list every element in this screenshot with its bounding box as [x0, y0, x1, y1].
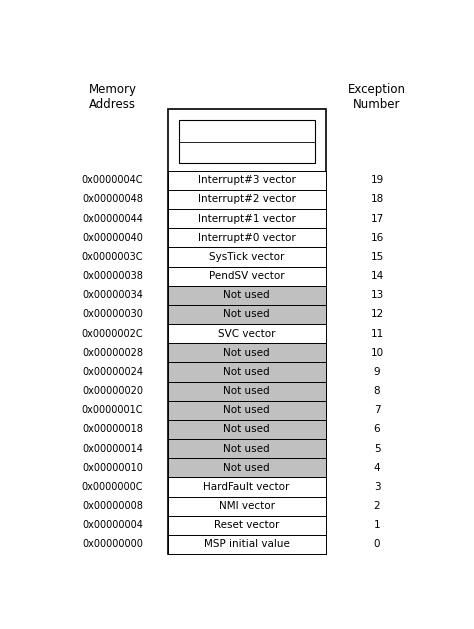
- Bar: [168, 324, 326, 343]
- Text: Reset vector: Reset vector: [214, 520, 279, 530]
- Text: 8: 8: [374, 386, 380, 396]
- Text: Not used: Not used: [223, 367, 270, 377]
- Text: 0x0000003C: 0x0000003C: [82, 252, 143, 262]
- Text: 0x00000018: 0x00000018: [82, 425, 143, 435]
- Bar: [168, 190, 326, 209]
- Text: 2: 2: [374, 501, 380, 511]
- Text: Not used: Not used: [223, 425, 270, 435]
- Text: 0x00000000: 0x00000000: [82, 540, 143, 549]
- Bar: [168, 343, 326, 362]
- Bar: [168, 286, 326, 305]
- Text: HardFault vector: HardFault vector: [203, 482, 290, 492]
- Text: 14: 14: [370, 271, 383, 281]
- Bar: [168, 382, 326, 401]
- Text: Not used: Not used: [223, 405, 270, 415]
- Bar: [179, 120, 315, 164]
- Bar: [168, 209, 326, 228]
- Text: SVC vector: SVC vector: [218, 328, 275, 338]
- Text: 0: 0: [374, 540, 380, 549]
- Text: 18: 18: [370, 194, 383, 204]
- Bar: [168, 420, 326, 439]
- Text: 9: 9: [374, 367, 380, 377]
- Text: 6: 6: [374, 425, 380, 435]
- Bar: [168, 305, 326, 324]
- Text: 0x00000030: 0x00000030: [82, 309, 143, 320]
- Text: 0x0000002C: 0x0000002C: [82, 328, 143, 338]
- Text: Interrupt#1 vector: Interrupt#1 vector: [198, 214, 295, 224]
- Bar: [168, 170, 326, 190]
- Text: Not used: Not used: [223, 309, 270, 320]
- Bar: [168, 109, 326, 554]
- Text: 0x00000044: 0x00000044: [82, 214, 143, 224]
- Text: Not used: Not used: [223, 348, 270, 358]
- Text: 15: 15: [370, 252, 383, 262]
- Text: 0x00000040: 0x00000040: [82, 233, 143, 243]
- Text: Not used: Not used: [223, 386, 270, 396]
- Text: 0x00000038: 0x00000038: [82, 271, 143, 281]
- Text: 3: 3: [374, 482, 380, 492]
- Text: 0x0000001C: 0x0000001C: [82, 405, 143, 415]
- Text: 0x00000028: 0x00000028: [82, 348, 143, 358]
- Text: NMI vector: NMI vector: [219, 501, 274, 511]
- Text: 0x00000048: 0x00000048: [82, 194, 143, 204]
- Text: 0x00000020: 0x00000020: [82, 386, 143, 396]
- Text: 0x00000014: 0x00000014: [82, 443, 143, 454]
- Text: 0x0000000C: 0x0000000C: [82, 482, 143, 492]
- Text: 16: 16: [370, 233, 383, 243]
- Text: 19: 19: [370, 175, 383, 186]
- Text: 0x00000024: 0x00000024: [82, 367, 143, 377]
- Text: Not used: Not used: [223, 290, 270, 300]
- Text: 17: 17: [370, 214, 383, 224]
- Text: 12: 12: [370, 309, 383, 320]
- Bar: [168, 401, 326, 420]
- Text: 13: 13: [370, 290, 383, 300]
- Bar: [168, 535, 326, 554]
- Text: 11: 11: [370, 328, 383, 338]
- Text: 4: 4: [374, 463, 380, 473]
- Bar: [168, 458, 326, 477]
- Text: 0x00000004: 0x00000004: [82, 520, 143, 530]
- Text: 5: 5: [374, 443, 380, 454]
- Text: Interrupt#0 vector: Interrupt#0 vector: [198, 233, 295, 243]
- Text: 0x0000004C: 0x0000004C: [82, 175, 143, 186]
- Text: Interrupt#3 vector: Interrupt#3 vector: [198, 175, 295, 186]
- Bar: [168, 439, 326, 458]
- Text: Not used: Not used: [223, 463, 270, 473]
- Bar: [168, 516, 326, 535]
- Text: SysTick vector: SysTick vector: [209, 252, 284, 262]
- Bar: [168, 496, 326, 516]
- Text: 0x00000010: 0x00000010: [82, 463, 143, 473]
- Bar: [168, 362, 326, 382]
- Text: 10: 10: [371, 348, 383, 358]
- Bar: [168, 247, 326, 267]
- Text: Not used: Not used: [223, 443, 270, 454]
- Text: 0x00000034: 0x00000034: [82, 290, 143, 300]
- Text: 0x00000008: 0x00000008: [82, 501, 143, 511]
- Bar: [168, 267, 326, 286]
- Text: PendSV vector: PendSV vector: [209, 271, 284, 281]
- Text: 1: 1: [374, 520, 380, 530]
- Text: Interrupt#2 vector: Interrupt#2 vector: [198, 194, 295, 204]
- Bar: [168, 477, 326, 496]
- Text: Memory
Address: Memory Address: [89, 83, 137, 111]
- Bar: [168, 228, 326, 247]
- Text: MSP initial value: MSP initial value: [204, 540, 290, 549]
- Text: Exception
Number: Exception Number: [348, 83, 406, 111]
- Text: 7: 7: [374, 405, 380, 415]
